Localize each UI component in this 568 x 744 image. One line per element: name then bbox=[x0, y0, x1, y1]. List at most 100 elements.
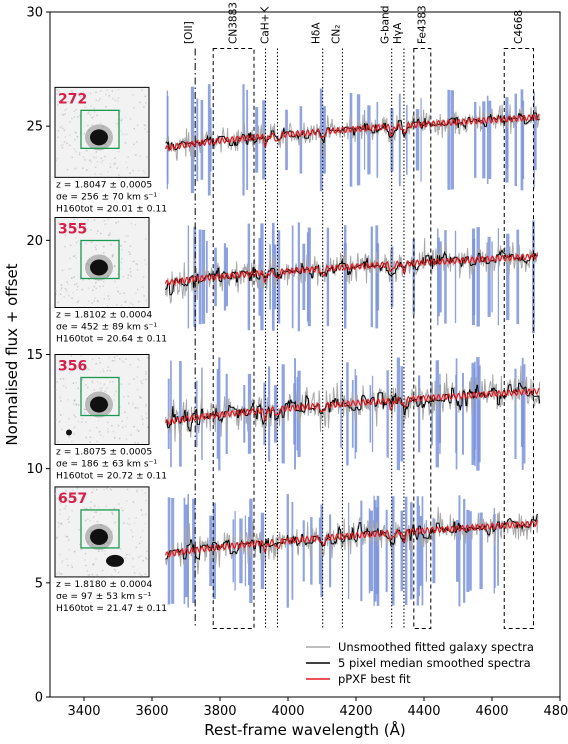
y-tick-label: 5 bbox=[35, 576, 43, 591]
masked-pixel bbox=[398, 93, 401, 187]
image-noise bbox=[88, 259, 90, 261]
galaxy-core bbox=[90, 396, 108, 413]
image-noise bbox=[67, 539, 70, 541]
image-noise bbox=[127, 277, 129, 279]
image-noise bbox=[130, 529, 132, 531]
image-noise bbox=[68, 436, 71, 438]
image-noise bbox=[76, 136, 79, 138]
image-noise bbox=[107, 421, 109, 424]
image-noise bbox=[146, 357, 149, 359]
smoothed-spectrum-355 bbox=[165, 249, 538, 296]
image-noise bbox=[107, 295, 110, 297]
image-noise bbox=[93, 511, 95, 514]
image-noise bbox=[100, 371, 102, 373]
image-noise bbox=[132, 501, 135, 503]
image-noise bbox=[99, 285, 101, 288]
image-noise bbox=[56, 572, 58, 575]
image-noise bbox=[71, 489, 74, 491]
y-tick-label: 10 bbox=[26, 462, 43, 477]
image-noise bbox=[88, 278, 90, 280]
image-noise bbox=[74, 150, 77, 153]
image-noise bbox=[89, 530, 91, 532]
image-noise bbox=[81, 421, 83, 423]
galaxy-core bbox=[90, 129, 108, 146]
image-noise bbox=[56, 537, 58, 539]
feature-line-label: CN₂ bbox=[330, 25, 342, 44]
image-noise bbox=[129, 172, 131, 175]
image-noise bbox=[62, 378, 65, 380]
image-noise bbox=[113, 436, 116, 439]
image-noise bbox=[66, 499, 68, 501]
masked-pixel bbox=[299, 106, 303, 174]
image-noise bbox=[103, 298, 106, 300]
image-noise bbox=[119, 406, 121, 408]
image-noise bbox=[92, 563, 94, 566]
image-noise bbox=[120, 244, 122, 247]
masked-pixel bbox=[431, 382, 433, 446]
image-noise bbox=[73, 110, 76, 113]
image-noise bbox=[106, 305, 109, 307]
masked-pixel bbox=[234, 511, 236, 591]
image-noise bbox=[71, 495, 73, 497]
image-noise bbox=[79, 114, 81, 117]
image-noise bbox=[61, 560, 64, 562]
image-noise bbox=[141, 286, 144, 288]
image-noise bbox=[74, 416, 77, 418]
image-noise bbox=[59, 513, 61, 515]
image-noise bbox=[120, 383, 123, 385]
masked-pixel bbox=[462, 373, 464, 455]
image-noise bbox=[91, 573, 94, 576]
masked-pixel bbox=[179, 361, 182, 467]
image-noise bbox=[75, 283, 78, 285]
image-noise bbox=[55, 93, 58, 95]
image-noise bbox=[122, 361, 125, 364]
image-noise bbox=[95, 558, 97, 560]
image-noise bbox=[60, 522, 62, 525]
image-noise bbox=[100, 389, 102, 392]
image-noise bbox=[57, 130, 60, 132]
image-noise bbox=[87, 574, 89, 576]
image-noise bbox=[130, 434, 132, 436]
masked-pixel bbox=[302, 243, 306, 311]
image-noise bbox=[55, 159, 57, 162]
galaxy-redshift: z = 1.8075 ± 0.0005 bbox=[56, 447, 152, 458]
image-noise bbox=[117, 221, 120, 223]
image-noise bbox=[67, 518, 70, 520]
image-noise bbox=[143, 217, 146, 220]
image-noise bbox=[109, 232, 111, 234]
image-noise bbox=[140, 510, 142, 512]
image-noise bbox=[77, 404, 80, 406]
image-noise bbox=[74, 255, 76, 257]
image-noise bbox=[112, 430, 115, 433]
masked-pixel bbox=[425, 520, 427, 582]
masked-pixel bbox=[302, 520, 305, 582]
masked-pixel bbox=[471, 362, 475, 465]
image-noise bbox=[77, 387, 79, 389]
masked-pixel bbox=[356, 94, 361, 186]
image-noise bbox=[73, 116, 76, 118]
image-noise bbox=[112, 255, 114, 257]
image-noise bbox=[75, 167, 78, 170]
image-noise bbox=[141, 89, 143, 92]
masked-pixel bbox=[437, 228, 439, 326]
image-noise bbox=[73, 414, 75, 416]
image-noise bbox=[90, 105, 92, 107]
image-noise bbox=[132, 260, 134, 263]
image-noise bbox=[73, 168, 76, 170]
image-noise bbox=[65, 505, 67, 507]
image-noise bbox=[59, 508, 61, 511]
aperture-box bbox=[80, 239, 120, 280]
image-noise bbox=[127, 274, 130, 276]
image-noise bbox=[56, 89, 59, 91]
masked-pixel bbox=[466, 509, 470, 592]
image-noise bbox=[137, 358, 139, 360]
masked-pixel bbox=[493, 508, 495, 594]
image-noise bbox=[113, 399, 116, 401]
image-noise bbox=[58, 90, 60, 93]
masked-pixel bbox=[471, 228, 475, 326]
image-noise bbox=[128, 553, 131, 556]
image-noise bbox=[137, 556, 140, 558]
image-noise bbox=[102, 285, 104, 288]
masked-pixel bbox=[269, 244, 271, 310]
